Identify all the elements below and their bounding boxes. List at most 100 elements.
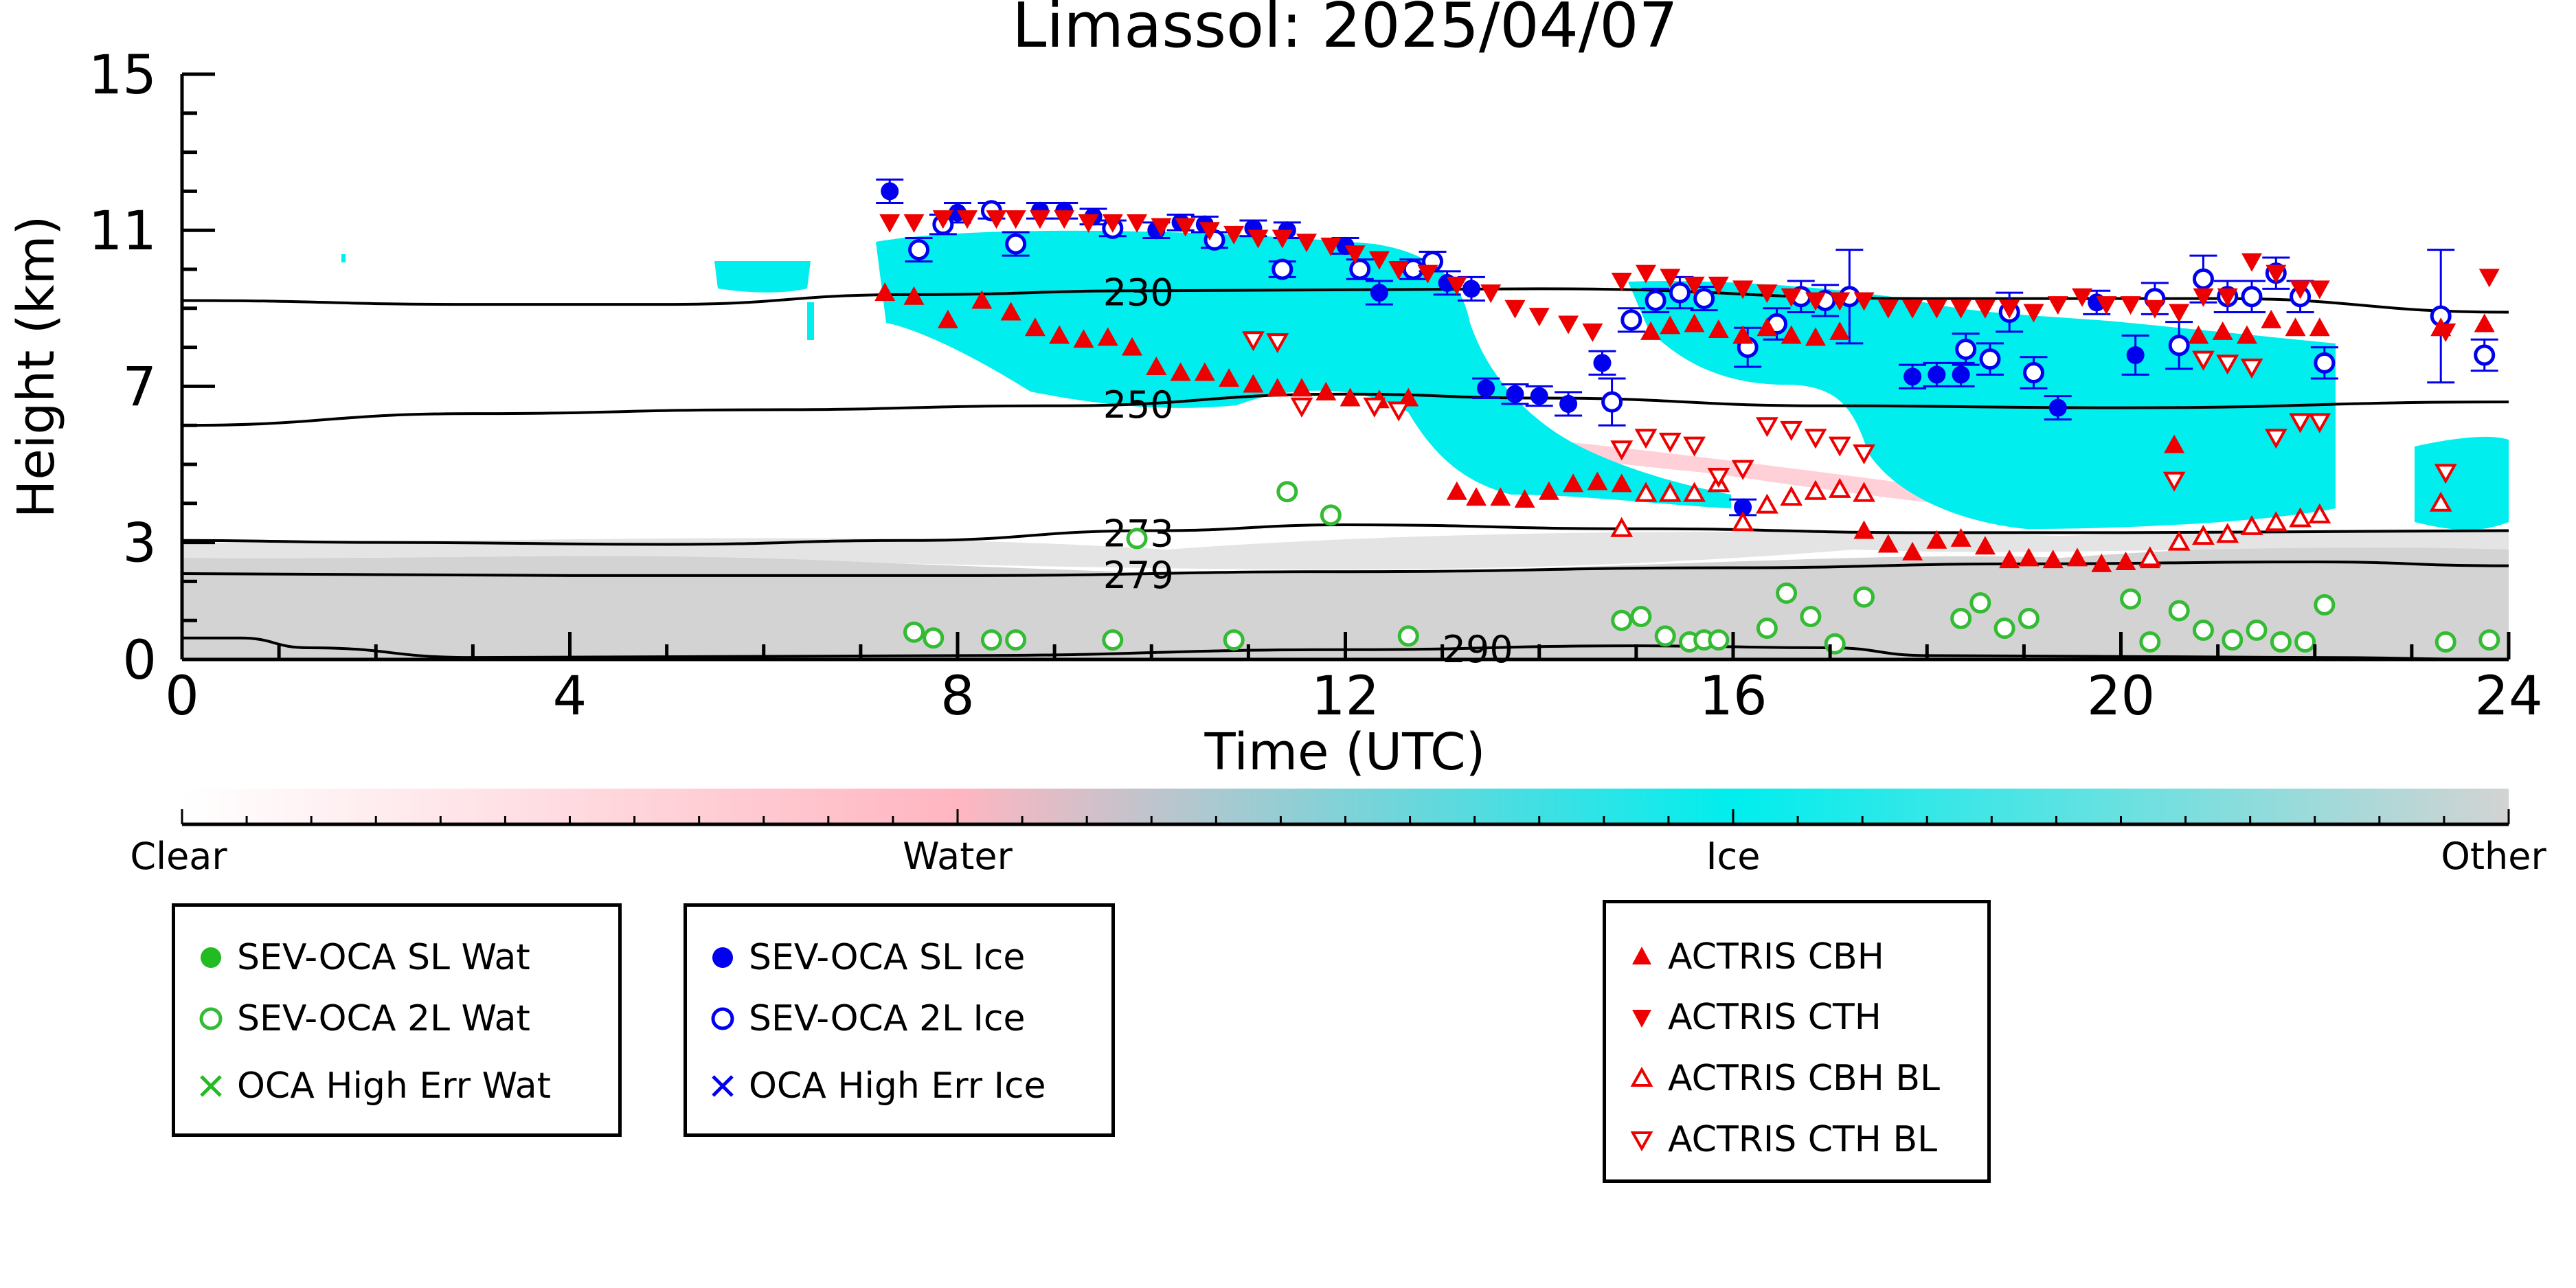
data-point	[1122, 337, 1143, 356]
data-point	[881, 182, 899, 201]
ice-background-main	[876, 230, 1731, 508]
data-point	[971, 290, 993, 309]
data-point	[1340, 387, 1361, 407]
data-point	[937, 309, 958, 328]
legend-label: ACTRIS CBH BL	[1668, 1058, 1940, 1099]
data-point	[1684, 313, 1705, 332]
data-point	[903, 286, 925, 305]
data-point	[2478, 269, 2500, 288]
data-point	[1397, 625, 1419, 647]
data-point	[2261, 309, 2282, 328]
data-point	[1660, 269, 1681, 288]
legend-label: ACTRIS CTH	[1668, 997, 1882, 1038]
x-mark-icon	[712, 1075, 734, 1097]
filled-triangle-down-icon	[1632, 1010, 1651, 1028]
data-point	[2246, 619, 2268, 641]
open-triangle-down-icon	[1630, 1131, 1653, 1152]
data-point	[2193, 288, 2214, 307]
contour-label: 279	[1103, 554, 1174, 597]
data-point	[903, 621, 925, 643]
other-background-layer	[182, 545, 2509, 659]
data-point	[1593, 354, 1612, 372]
data-point	[1635, 264, 1656, 284]
data-point	[1781, 288, 1802, 307]
y-tick-label: 0	[122, 630, 157, 692]
data-point	[1669, 282, 1691, 304]
legend-item-actris-cbh-bl: ACTRIS CBH BL	[1625, 1058, 1940, 1099]
y-axis-label: Height (km)	[7, 216, 66, 519]
x-tick-label: 0	[165, 666, 199, 727]
data-point	[1658, 432, 1682, 453]
data-point	[1610, 517, 1634, 537]
data-point	[1363, 397, 1386, 418]
legend-label: SEV-OCA SL Wat	[237, 937, 530, 978]
data-point	[2241, 253, 2263, 272]
data-point	[2236, 325, 2257, 344]
data-point	[1370, 284, 1388, 302]
colorbar-label-other: Other	[2441, 835, 2546, 878]
data-point	[2018, 607, 2040, 629]
legend-label: SEV-OCA 2L Ice	[749, 998, 1026, 1039]
data-point	[1734, 498, 1752, 517]
data-point	[1780, 486, 1803, 506]
data-point	[1223, 629, 1245, 651]
data-point	[1829, 321, 1851, 340]
data-point	[1462, 280, 1480, 298]
data-point	[1296, 234, 1318, 253]
legend-label: OCA High Err Ice	[749, 1065, 1046, 1107]
colorbar-label-clear: Clear	[130, 835, 227, 878]
data-point	[2139, 631, 2161, 653]
data-point	[1272, 229, 1293, 249]
data-point	[1829, 292, 1851, 311]
data-point	[2478, 629, 2500, 651]
data-point	[1684, 276, 1705, 295]
data-point	[1563, 473, 1584, 493]
data-point	[2309, 317, 2330, 337]
data-point	[1446, 276, 1467, 295]
data-point	[1804, 479, 1827, 500]
y-tick-label: 11	[89, 201, 157, 262]
data-point	[1828, 477, 1851, 498]
data-point	[1755, 493, 1778, 514]
open-circle-icon	[199, 1007, 223, 1030]
x-mark-icon	[200, 1075, 222, 1097]
data-point	[2022, 362, 2044, 384]
data-point	[1756, 618, 1778, 640]
legend-item-actris-cth-bl: ACTRIS CTH BL	[1625, 1119, 1937, 1160]
data-point	[1126, 528, 1148, 550]
data-point	[1630, 606, 1652, 628]
open-circle-icon	[711, 1007, 734, 1030]
data-point	[1242, 331, 1265, 352]
data-point	[2289, 507, 2312, 528]
data-point	[2115, 552, 2136, 570]
data-point	[1979, 348, 2001, 370]
temperature-contour-labels: 230250273279290	[1103, 271, 1513, 671]
data-point	[2188, 325, 2209, 344]
legend-item-oca-high-err-wat: OCA High Err Wat	[194, 1065, 551, 1107]
data-point	[2126, 346, 2145, 364]
data-point	[1290, 397, 1313, 418]
data-point	[1387, 401, 1410, 422]
legend-item-sev-oca-2l-ice: SEV-OCA 2L Ice	[706, 998, 1025, 1039]
data-point	[1999, 300, 2020, 319]
data-point	[923, 627, 945, 649]
data-point	[1490, 487, 1511, 506]
data-point	[2192, 268, 2214, 290]
data-point	[1926, 300, 1947, 319]
data-point	[1320, 504, 1342, 526]
data-point	[1634, 429, 1658, 449]
filled-triangle-up-icon	[1632, 947, 1651, 964]
data-point	[1969, 592, 1991, 614]
data-point	[1611, 273, 1632, 292]
contour-label: 230	[1103, 271, 1174, 314]
legend-label: ACTRIS CTH BL	[1668, 1119, 1938, 1160]
data-point	[1611, 473, 1632, 493]
data-point	[1658, 482, 1682, 502]
data-point	[1320, 237, 1342, 256]
data-point	[2222, 629, 2244, 651]
data-point	[2047, 296, 2068, 315]
data-point	[1102, 629, 1124, 651]
data-point	[1853, 586, 1875, 608]
data-point	[2308, 413, 2331, 433]
data-point	[1708, 276, 1729, 295]
